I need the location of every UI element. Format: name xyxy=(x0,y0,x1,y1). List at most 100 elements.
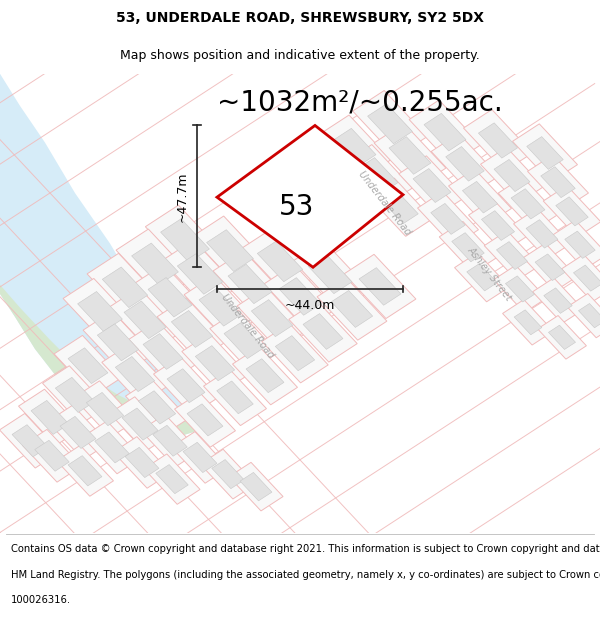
Polygon shape xyxy=(481,211,515,241)
Polygon shape xyxy=(237,287,307,349)
Polygon shape xyxy=(97,324,139,361)
Polygon shape xyxy=(317,278,387,340)
Polygon shape xyxy=(229,462,283,511)
Polygon shape xyxy=(503,299,553,345)
Polygon shape xyxy=(526,219,558,248)
Polygon shape xyxy=(12,425,48,457)
Polygon shape xyxy=(567,294,600,338)
Polygon shape xyxy=(148,278,192,317)
Polygon shape xyxy=(494,266,547,312)
Polygon shape xyxy=(182,334,248,393)
Polygon shape xyxy=(171,432,229,483)
Polygon shape xyxy=(213,251,287,317)
Polygon shape xyxy=(144,454,200,504)
Polygon shape xyxy=(533,278,583,323)
Polygon shape xyxy=(455,253,509,302)
Polygon shape xyxy=(140,414,199,467)
Polygon shape xyxy=(54,336,122,396)
Polygon shape xyxy=(246,359,284,392)
Polygon shape xyxy=(353,91,427,157)
Polygon shape xyxy=(498,177,558,231)
Text: HM Land Registry. The polygons (including the associated geometry, namely x, y c: HM Land Registry. The polygons (includin… xyxy=(11,569,600,579)
Polygon shape xyxy=(514,209,571,259)
Polygon shape xyxy=(478,123,518,158)
Polygon shape xyxy=(578,304,600,328)
Polygon shape xyxy=(538,316,586,359)
Polygon shape xyxy=(467,264,497,291)
Text: Map shows position and indicative extent of the property.: Map shows position and indicative extent… xyxy=(120,49,480,62)
Polygon shape xyxy=(431,134,499,194)
Polygon shape xyxy=(541,167,575,198)
Polygon shape xyxy=(19,389,82,446)
Polygon shape xyxy=(262,324,328,383)
Polygon shape xyxy=(199,289,241,326)
Polygon shape xyxy=(131,243,178,285)
Polygon shape xyxy=(23,429,82,482)
Polygon shape xyxy=(514,310,542,335)
Polygon shape xyxy=(463,181,497,213)
Polygon shape xyxy=(374,123,446,188)
Polygon shape xyxy=(382,191,418,224)
Polygon shape xyxy=(527,155,589,209)
Polygon shape xyxy=(303,314,343,349)
Polygon shape xyxy=(463,109,533,171)
Polygon shape xyxy=(418,192,478,246)
Polygon shape xyxy=(145,205,224,276)
Text: ~44.0m: ~44.0m xyxy=(285,299,335,312)
Polygon shape xyxy=(289,301,357,362)
Polygon shape xyxy=(505,276,535,302)
Polygon shape xyxy=(523,243,577,291)
Polygon shape xyxy=(110,397,170,451)
Polygon shape xyxy=(143,334,183,369)
Polygon shape xyxy=(187,404,223,436)
Polygon shape xyxy=(399,156,465,215)
Polygon shape xyxy=(129,321,197,382)
Polygon shape xyxy=(452,232,484,262)
Polygon shape xyxy=(115,356,155,392)
Polygon shape xyxy=(287,178,353,236)
Polygon shape xyxy=(109,288,181,352)
Polygon shape xyxy=(535,254,565,281)
Polygon shape xyxy=(544,288,572,313)
Polygon shape xyxy=(359,268,401,305)
Polygon shape xyxy=(565,231,595,258)
Polygon shape xyxy=(133,264,207,330)
Polygon shape xyxy=(251,299,293,337)
Polygon shape xyxy=(77,291,122,331)
Polygon shape xyxy=(331,291,373,328)
Polygon shape xyxy=(95,432,129,463)
Polygon shape xyxy=(512,124,577,182)
Polygon shape xyxy=(496,242,527,269)
Polygon shape xyxy=(481,148,544,204)
Polygon shape xyxy=(413,169,451,202)
Polygon shape xyxy=(200,449,256,499)
Polygon shape xyxy=(60,416,96,449)
Text: 53, UNDERDALE ROAD, SHREWSBURY, SY2 5DX: 53, UNDERDALE ROAD, SHREWSBURY, SY2 5DX xyxy=(116,11,484,26)
Polygon shape xyxy=(358,158,398,193)
Polygon shape xyxy=(139,391,176,424)
Text: Contains OS data © Crown copyright and database right 2021. This information is : Contains OS data © Crown copyright and d… xyxy=(11,544,600,554)
Polygon shape xyxy=(184,275,256,339)
Polygon shape xyxy=(275,336,314,371)
Polygon shape xyxy=(47,405,109,459)
Polygon shape xyxy=(86,392,124,426)
Polygon shape xyxy=(125,448,159,478)
Polygon shape xyxy=(0,74,195,441)
Polygon shape xyxy=(83,421,142,474)
Polygon shape xyxy=(368,178,433,236)
Polygon shape xyxy=(31,401,69,434)
Polygon shape xyxy=(574,265,600,291)
Polygon shape xyxy=(212,459,244,489)
Polygon shape xyxy=(0,414,61,468)
Polygon shape xyxy=(83,311,153,374)
Polygon shape xyxy=(279,278,321,315)
Text: 100026316.: 100026316. xyxy=(11,596,71,606)
Polygon shape xyxy=(308,254,352,294)
Polygon shape xyxy=(439,221,497,273)
Polygon shape xyxy=(527,137,563,169)
Polygon shape xyxy=(183,442,217,472)
Polygon shape xyxy=(56,446,113,496)
Polygon shape xyxy=(175,392,235,447)
Polygon shape xyxy=(63,279,137,344)
Polygon shape xyxy=(344,254,416,319)
